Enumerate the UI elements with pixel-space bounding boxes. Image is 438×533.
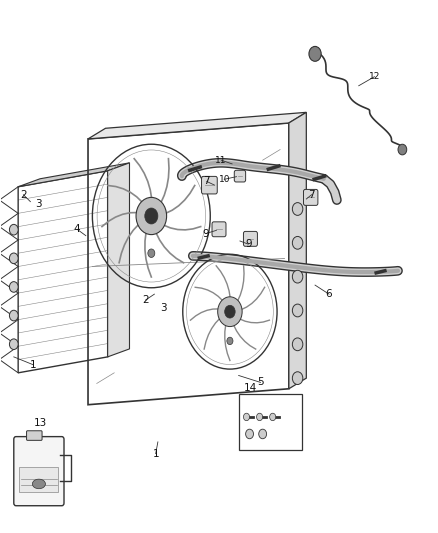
Circle shape bbox=[309, 46, 321, 61]
Text: 7: 7 bbox=[204, 176, 210, 187]
Circle shape bbox=[145, 208, 158, 224]
Circle shape bbox=[398, 144, 407, 155]
Text: 4: 4 bbox=[74, 224, 81, 235]
Circle shape bbox=[10, 310, 18, 321]
Circle shape bbox=[227, 337, 233, 345]
Circle shape bbox=[10, 339, 18, 350]
Text: 9: 9 bbox=[245, 239, 251, 249]
Text: 10: 10 bbox=[219, 175, 230, 184]
Circle shape bbox=[136, 197, 166, 235]
Circle shape bbox=[246, 429, 254, 439]
Text: 6: 6 bbox=[326, 289, 332, 299]
Ellipse shape bbox=[32, 479, 46, 489]
Circle shape bbox=[10, 224, 18, 235]
Circle shape bbox=[244, 413, 250, 421]
FancyBboxPatch shape bbox=[14, 437, 64, 506]
Text: 1: 1 bbox=[152, 449, 159, 458]
Circle shape bbox=[218, 297, 242, 327]
FancyBboxPatch shape bbox=[234, 170, 246, 182]
FancyBboxPatch shape bbox=[201, 176, 217, 194]
Bar bbox=[19, 467, 58, 492]
Polygon shape bbox=[108, 163, 130, 357]
Text: 13: 13 bbox=[34, 418, 47, 429]
Circle shape bbox=[292, 270, 303, 283]
Circle shape bbox=[10, 281, 18, 292]
Bar bbox=[239, 394, 302, 450]
Circle shape bbox=[270, 413, 276, 421]
Text: 7: 7 bbox=[308, 190, 315, 200]
Text: 11: 11 bbox=[215, 156, 227, 165]
Text: 5: 5 bbox=[257, 377, 264, 387]
Circle shape bbox=[148, 249, 155, 257]
Circle shape bbox=[257, 413, 263, 421]
Polygon shape bbox=[289, 112, 306, 389]
Circle shape bbox=[259, 429, 267, 439]
Circle shape bbox=[10, 253, 18, 264]
Text: 1: 1 bbox=[30, 360, 37, 370]
FancyBboxPatch shape bbox=[27, 431, 42, 440]
Circle shape bbox=[292, 304, 303, 317]
Polygon shape bbox=[88, 112, 306, 139]
Text: 2: 2 bbox=[20, 190, 27, 200]
Circle shape bbox=[292, 338, 303, 351]
Circle shape bbox=[292, 203, 303, 215]
Text: 9: 9 bbox=[203, 229, 209, 239]
Circle shape bbox=[292, 237, 303, 249]
Polygon shape bbox=[18, 163, 130, 187]
Text: 14: 14 bbox=[244, 383, 258, 393]
Text: 2: 2 bbox=[142, 295, 149, 305]
FancyBboxPatch shape bbox=[212, 222, 226, 237]
FancyBboxPatch shape bbox=[304, 189, 318, 205]
Text: 3: 3 bbox=[160, 303, 166, 313]
Text: 3: 3 bbox=[35, 199, 42, 209]
Circle shape bbox=[292, 372, 303, 384]
Text: 12: 12 bbox=[369, 72, 380, 81]
Circle shape bbox=[225, 305, 235, 318]
FancyBboxPatch shape bbox=[244, 231, 258, 246]
